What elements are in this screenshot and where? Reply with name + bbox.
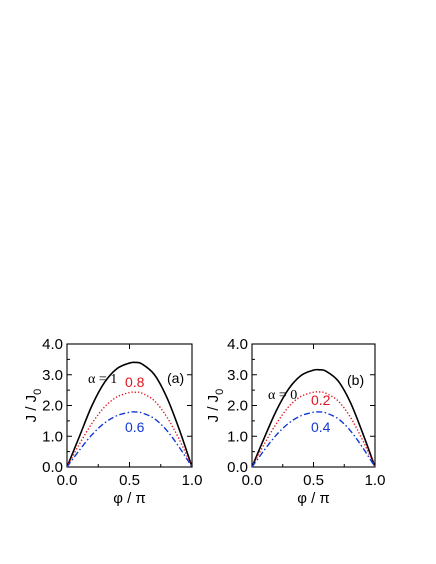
x-tick-label: 0.0 (57, 472, 78, 489)
y-tick-label: 0.0 (227, 459, 248, 476)
alpha-annotation: α = 1 (88, 372, 117, 387)
panel-label: (b) (347, 372, 364, 388)
y-axis-label: J / J0 (205, 389, 226, 423)
x-axis-label: φ / π (113, 490, 146, 507)
chart-panel-b: 0.0 1.0 2.0 3.0 4.0 0.0 0.5 1.0 φ / π J / J0 0.2 0.… (205, 336, 385, 507)
series-label: 0.6 (125, 419, 145, 435)
x-tick-label: 1.0 (182, 472, 203, 489)
y-tick-label: 3.0 (42, 367, 63, 384)
y-tick-label: 2.0 (227, 398, 248, 415)
series-line-0.6 (66, 411, 193, 468)
x-axis-label: φ / π (297, 490, 330, 507)
y-tick-label: 1.0 (227, 428, 248, 445)
x-tick-label: 0.0 (242, 472, 263, 489)
series-label: 0.2 (311, 392, 331, 408)
series-line-reference (251, 368, 376, 468)
y-axis-label-subscript: 0 (32, 389, 44, 395)
panel-label: (a) (167, 370, 184, 386)
x-tick-label: 0.5 (119, 472, 140, 489)
y-tick-label: 4.0 (227, 336, 248, 353)
y-tick-label: 3.0 (227, 367, 248, 384)
series-label: 0.4 (311, 419, 331, 435)
y-axis-label-main: J / J (205, 395, 222, 423)
y-axis-label-subscript: 0 (214, 389, 226, 395)
series-line-0.2 (251, 391, 376, 468)
series-line-0.4 (251, 411, 376, 468)
series-label: 0.8 (125, 374, 145, 390)
x-tick-label: 1.0 (365, 472, 386, 489)
y-tick-label: 1.0 (42, 428, 63, 445)
alpha-annotation: α = 0 (268, 388, 297, 403)
y-tick-label: 2.0 (42, 398, 63, 415)
y-tick-label: 0.0 (42, 459, 63, 476)
y-axis-label-main: J / J (23, 395, 40, 423)
chart-panel-a: 0.0 1.0 2.0 3.0 4.0 0.0 0.5 1.0 φ / π J / J0 0.8 0.… (23, 336, 202, 507)
y-axis-label: J / J0 (23, 389, 44, 423)
y-tick-label: 4.0 (42, 336, 63, 353)
x-tick-label: 0.5 (303, 472, 324, 489)
series-line-reference (66, 361, 193, 468)
